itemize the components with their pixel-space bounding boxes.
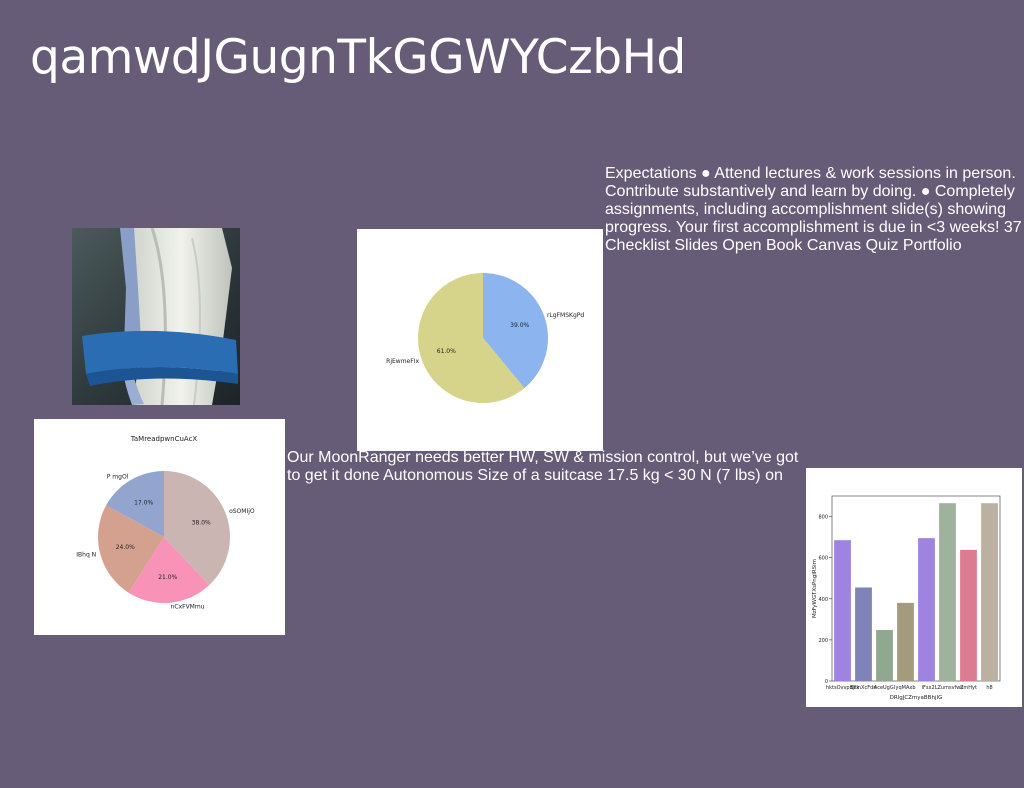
- y-axis-label: MzFyWGTXsPngIRSim: [812, 559, 818, 618]
- slice-percent: 21.0%: [158, 574, 177, 581]
- expectations-text: Expectations ● Attend lectures & work se…: [605, 165, 1022, 254]
- slice-percent: 17.0%: [134, 500, 153, 507]
- bar-chart-svg: 0 200 400 600 800 hktsOvvpbjrxElllnXcFdnAceUg…: [812, 495, 1001, 701]
- pie-slice: [164, 471, 231, 586]
- slice-percent: 38.0%: [192, 519, 211, 526]
- chart-title: TaMreadpwnCuAcX: [130, 435, 198, 443]
- bar-chart: 0 200 400 600 800 hktsOvvpbjrx ElllnXcFdn AceUg…: [806, 468, 1022, 707]
- x-tick-label: ZmHyt: [960, 685, 977, 691]
- pie-slice: [418, 273, 525, 403]
- bar: [897, 602, 914, 681]
- bar: [834, 540, 851, 681]
- pie-chart-svg: TaMreadpwnCuAcX oSOMIjO 38.0% nCxFVMmu 21.0%…: [76, 435, 255, 611]
- slice-label: rLgFMSKgPd: [547, 312, 584, 319]
- x-tick-label: 2LZumsvfwu: [932, 685, 964, 691]
- pie-slice: [106, 471, 164, 537]
- photo-illustration: [72, 228, 240, 405]
- bar: [918, 538, 935, 681]
- y-tick-label: 200: [818, 638, 828, 644]
- x-tick-label: iFsx: [922, 685, 932, 691]
- pie-slice: [97, 505, 164, 593]
- slice-label: nCxFVMmu: [171, 604, 205, 611]
- bar: [939, 503, 956, 681]
- bar: [981, 503, 998, 681]
- pie-chart-two-slice: rLgFMSKgPd 39.0% RjEwmeFIx 61.0%: [357, 229, 603, 451]
- y-tick-label: 0: [825, 679, 828, 685]
- slice-label: IBhq N: [76, 551, 96, 558]
- pie-chart-svg: rLgFMSKgPd 39.0% RjEwmeFIx 61.0%: [386, 273, 584, 403]
- y-tick-label: 600: [818, 556, 828, 562]
- bar: [855, 587, 872, 681]
- x-tick-label: AceUgGl: [874, 685, 895, 691]
- x-axis-label: DRlgJCZmyaBBhjIG: [890, 695, 943, 701]
- slice-label: RjEwmeFIx: [386, 358, 419, 365]
- plot-frame: [831, 495, 1001, 682]
- bar: [960, 549, 977, 681]
- pie-slice: [483, 273, 548, 389]
- bar: [876, 630, 893, 681]
- slice-label: oSOMIjO: [229, 508, 255, 515]
- slice-percent: 61.0%: [437, 348, 456, 355]
- pie-chart-four-slice: TaMreadpwnCuAcX oSOMIjO 38.0% nCxFVMmu 21.0%…: [34, 419, 285, 635]
- y-tick-label: 800: [818, 515, 828, 521]
- slice-percent: 24.0%: [116, 544, 135, 551]
- slide-title: qamwdJGugnTkGGWYCzbHd: [30, 30, 686, 85]
- x-tick-label: hktsOvvpbjrx: [826, 685, 859, 691]
- slice-label: P mgOl: [107, 474, 129, 481]
- photo-image: [72, 228, 240, 405]
- y-tick-label: 400: [818, 597, 828, 603]
- x-tick-label: h8: [986, 685, 992, 691]
- x-tick-label: yqMAxb: [896, 685, 916, 691]
- moonranger-text: Our MoonRanger needs better HW, SW & mis…: [287, 449, 799, 484]
- slice-percent: 39.0%: [510, 322, 529, 329]
- x-tick-label: ElllnXcFdn: [851, 685, 877, 691]
- pie-slice: [128, 537, 210, 603]
